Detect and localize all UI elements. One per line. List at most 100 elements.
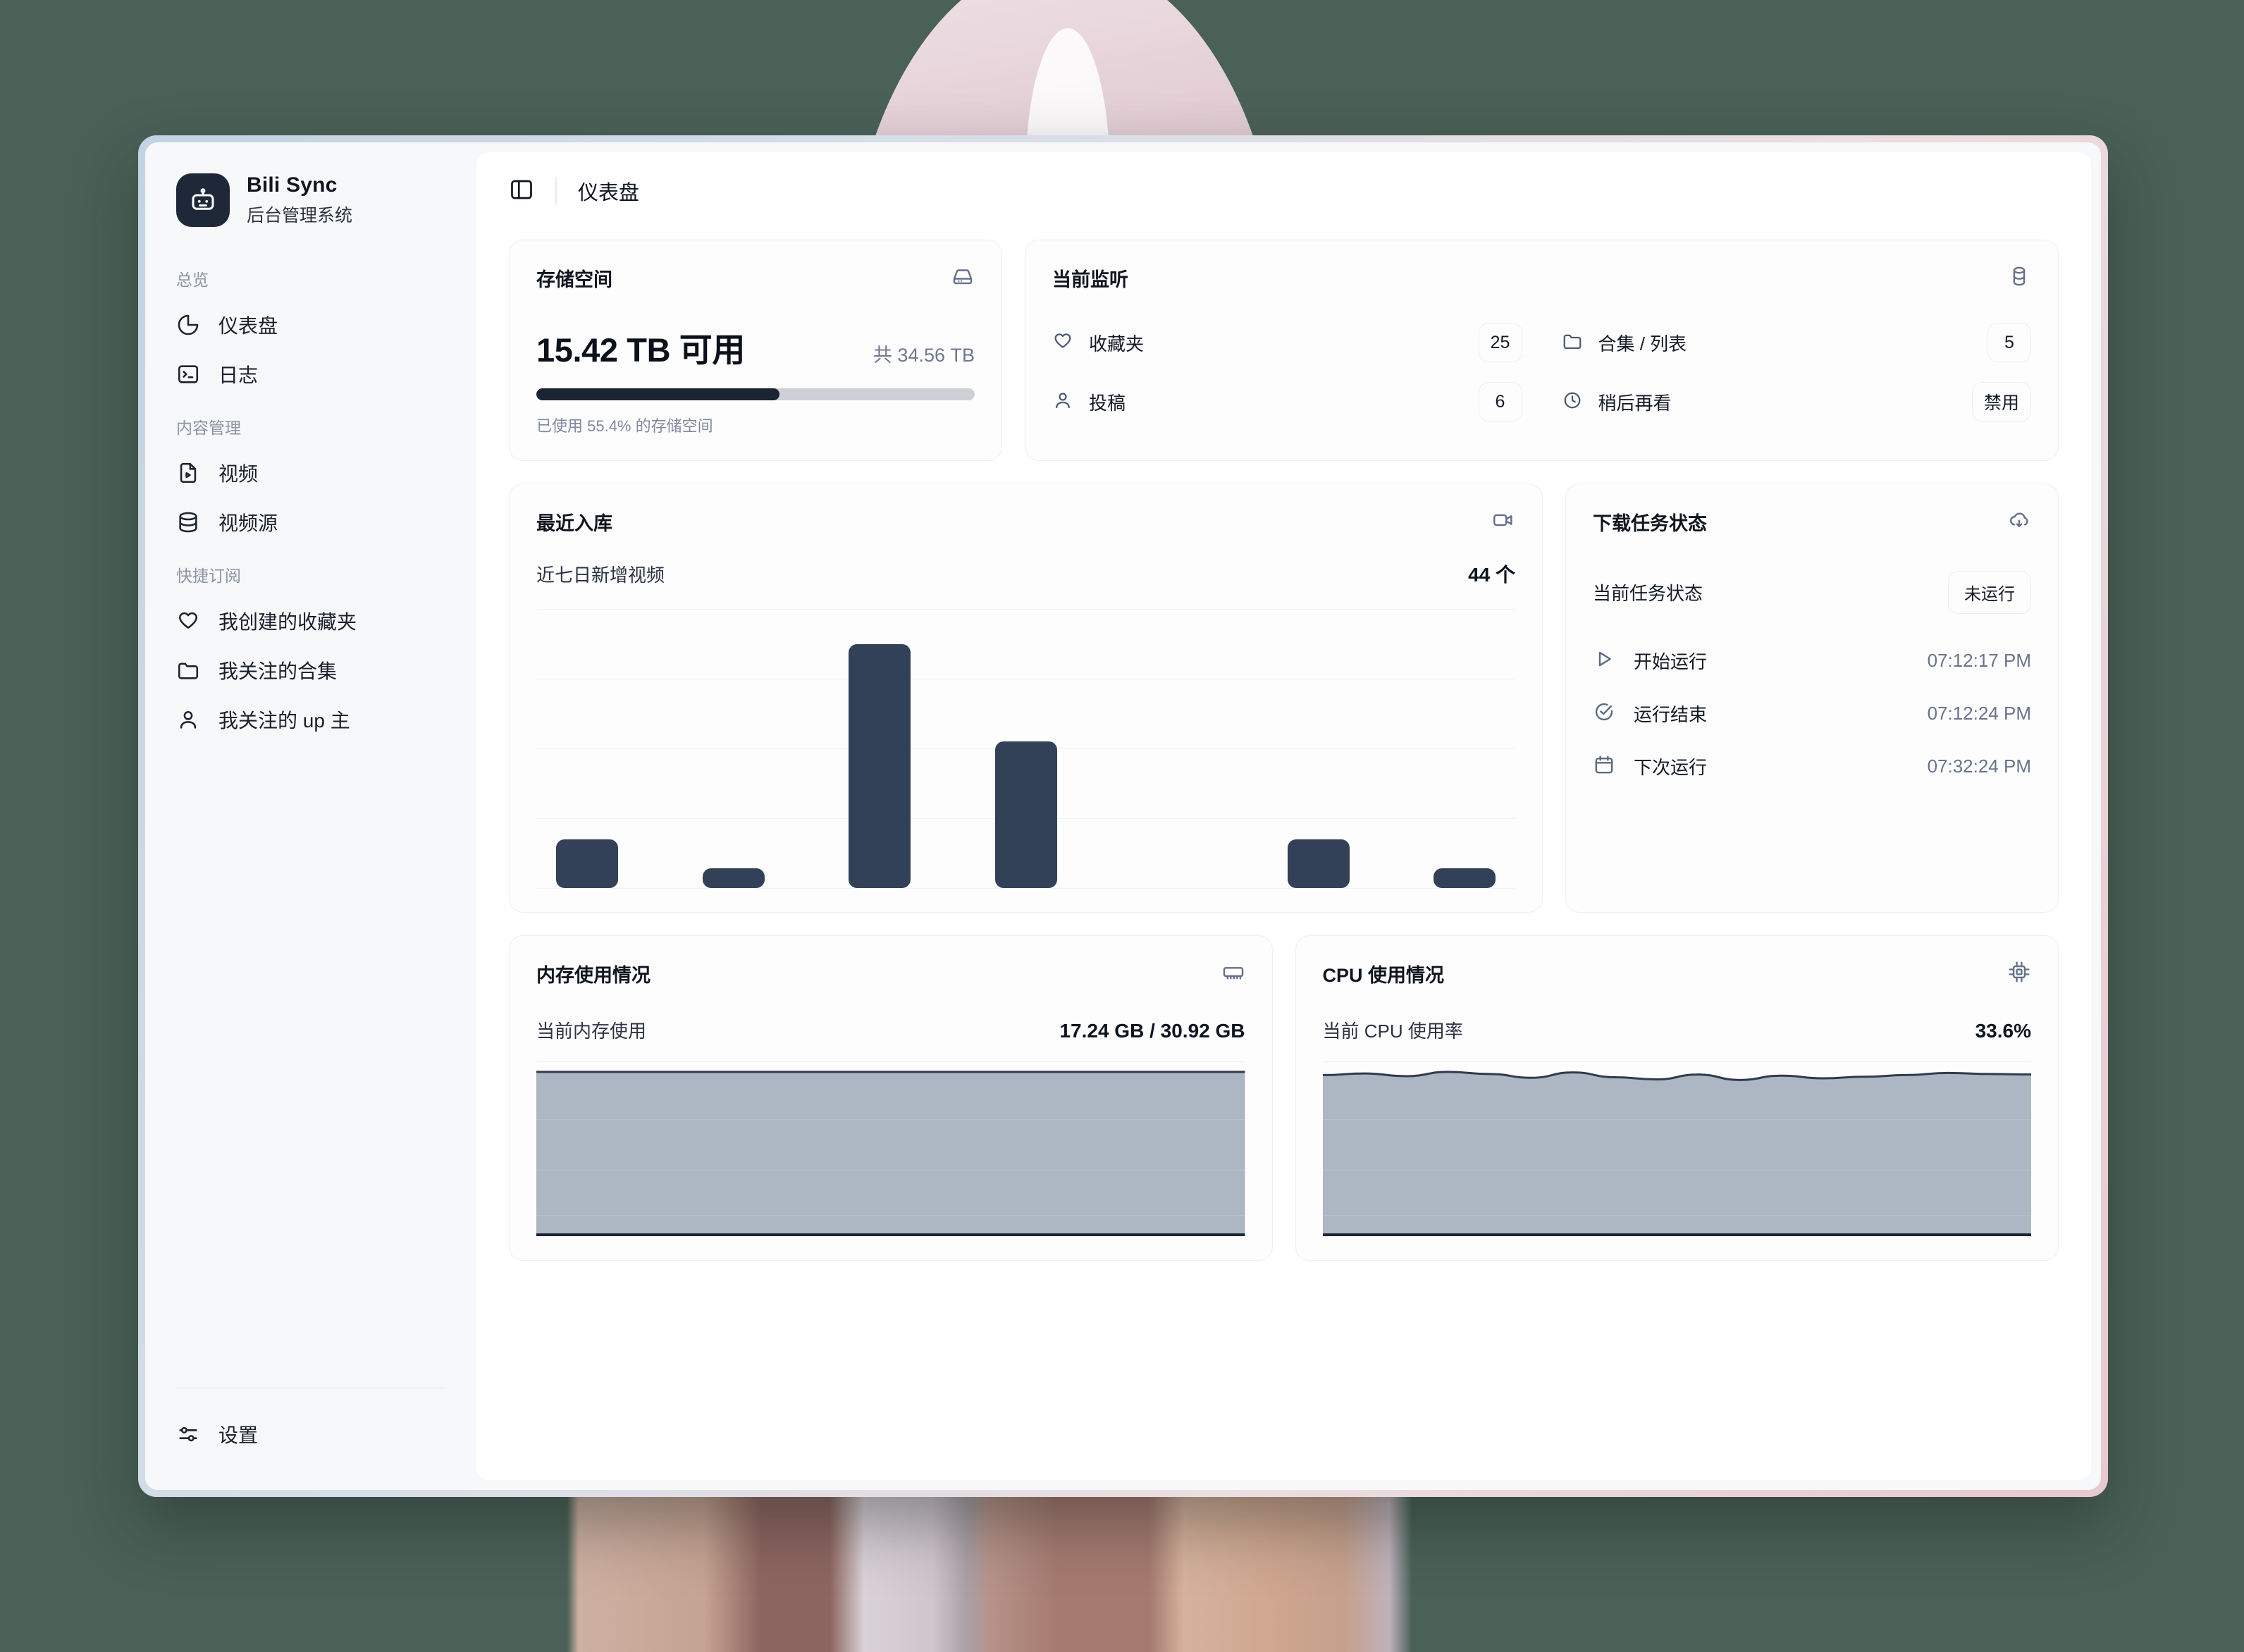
bar[interactable]	[556, 839, 618, 888]
sidebar-item-dashboard[interactable]: 仪表盘	[145, 300, 476, 350]
video-camera-icon	[1491, 508, 1515, 536]
storage-free-value: 15.42 TB 可用	[536, 331, 745, 369]
sidebar-footer: 设置	[145, 1388, 476, 1490]
topbar: 仪表盘	[476, 152, 2091, 230]
play-icon	[1593, 648, 1615, 674]
dashboard-row-1: 存储空间 15.42 TB 可用 共 34.56 TB 已使用 55.4% 的存…	[509, 240, 2059, 461]
dashboard-grid: 存储空间 15.42 TB 可用 共 34.56 TB 已使用 55.4% 的存…	[476, 230, 2091, 1307]
recent-chart-label: 近七日新增视频	[536, 565, 665, 586]
task-item-next: 下次运行 07:32:24 PM	[1593, 753, 2031, 779]
folder-icon	[1562, 331, 1583, 355]
check-circle-icon	[1593, 701, 1615, 727]
sidebar-spacer	[145, 744, 476, 1388]
monitor-item-favorites[interactable]: 收藏夹 25	[1052, 323, 1522, 362]
sidebar-item-label: 我关注的 up 主	[218, 710, 350, 732]
bar-slot	[849, 609, 911, 888]
bar-slot	[1141, 609, 1203, 888]
sidebar-item-logs[interactable]: 日志	[145, 350, 476, 399]
sidebar-item-followed-uploaders[interactable]: 我关注的 up 主	[145, 695, 476, 744]
monitor-item-watch-later[interactable]: 稍后再看 禁用	[1562, 382, 2031, 421]
memory-usage-card: 内存使用情况 当前内存使用 17.24 GB / 30.92 GB	[509, 935, 1273, 1261]
sidebar-item-label: 我关注的合集	[218, 660, 338, 682]
dashboard-row-3: 内存使用情况 当前内存使用 17.24 GB / 30.92 GB	[509, 935, 2059, 1261]
area-fill	[1322, 1071, 2031, 1236]
bar[interactable]	[1434, 868, 1496, 888]
gridline	[536, 609, 1515, 610]
bar-slot	[1287, 609, 1350, 888]
brand[interactable]: Bili Sync 后台管理系统	[145, 166, 476, 227]
monitor-card: 当前监听 收藏夹 2	[1025, 240, 2059, 461]
task-item-time: 07:12:24 PM	[1927, 703, 2031, 724]
monitor-item-count: 禁用	[1971, 382, 2031, 421]
task-item-start: 开始运行 07:12:17 PM	[1593, 648, 2031, 674]
bar-chart-bars	[536, 609, 1515, 888]
cpu-metric-label: 当前 CPU 使用率	[1322, 1021, 1463, 1042]
cpu-icon	[2007, 960, 2031, 987]
cpu-metric-value: 33.6%	[1975, 1020, 2031, 1042]
task-item-label: 开始运行	[1634, 651, 1708, 672]
monitor-item-count: 25	[1478, 323, 1522, 362]
task-card-title: 下载任务状态	[1593, 513, 1707, 534]
app-window: Bili Sync 后台管理系统 总览 仪表盘 日志 内容管理 视频	[138, 135, 2108, 1497]
monitor-item-label: 稍后再看	[1598, 392, 1672, 414]
database-icon	[176, 510, 200, 534]
cpu-usage-card: CPU 使用情况 当前 CPU 使用率 33.6%	[1295, 935, 2059, 1261]
monitor-item-label: 收藏夹	[1089, 333, 1145, 355]
monitor-item-collections[interactable]: 合集 / 列表 5	[1562, 323, 2031, 362]
task-item-time: 07:12:17 PM	[1927, 650, 2031, 671]
sidebar-item-video-sources[interactable]: 视频源	[145, 498, 476, 547]
sliders-icon	[176, 1422, 200, 1446]
task-status-badge: 未运行	[1948, 571, 2031, 614]
user-icon	[1052, 390, 1073, 414]
bar[interactable]	[1287, 839, 1350, 888]
recent-chart-total: 44 个	[1468, 564, 1515, 586]
bar-slot	[702, 609, 765, 888]
sidebar-item-label: 我创建的收藏夹	[218, 611, 357, 633]
hard-drive-icon	[951, 264, 975, 292]
storage-progress-fill	[536, 388, 779, 400]
file-video-icon	[176, 461, 200, 485]
sidebar-item-my-favorites[interactable]: 我创建的收藏夹	[145, 596, 476, 646]
monitor-item-label: 投稿	[1089, 392, 1126, 414]
memory-metric-label: 当前内存使用	[536, 1021, 647, 1042]
bar[interactable]	[994, 741, 1057, 888]
heart-icon	[1052, 331, 1073, 355]
cpu-area-chart	[1322, 1061, 2032, 1236]
sidebar: Bili Sync 后台管理系统 总览 仪表盘 日志 内容管理 视频	[145, 142, 476, 1490]
memory-stick-icon	[1221, 960, 1245, 987]
sidebar-item-videos[interactable]: 视频	[145, 448, 476, 498]
baseline	[536, 1233, 1245, 1236]
bar-slot	[994, 609, 1057, 888]
monitor-item-label: 合集 / 列表	[1598, 333, 1687, 355]
memory-area-chart	[536, 1061, 1245, 1236]
sidebar-section-content-label: 内容管理	[176, 419, 241, 437]
topbar-separator	[555, 177, 557, 205]
storage-total-value: 共 34.56 TB	[873, 345, 975, 366]
task-item-label: 运行结束	[1634, 704, 1708, 725]
sidebar-item-label: 设置	[218, 1424, 259, 1446]
clock-icon	[1562, 390, 1583, 414]
area-stroke	[1323, 1072, 2032, 1080]
pie-chart-icon	[176, 313, 200, 337]
brand-subtitle: 后台管理系统	[247, 206, 353, 226]
sidebar-section-overview-label: 总览	[176, 271, 209, 289]
main-content: 仪表盘 存储空间 15.42 TB 可用 共 34.56 TB	[476, 152, 2091, 1480]
recent-bar-chart	[536, 609, 1515, 889]
sidebar-item-label: 视频	[218, 463, 259, 485]
sidebar-item-followed-collections[interactable]: 我关注的合集	[145, 646, 476, 695]
heart-icon	[176, 609, 200, 633]
cpu-card-title: CPU 使用情况	[1322, 965, 1445, 986]
panel-left-icon[interactable]	[509, 177, 534, 206]
memory-card-title: 内存使用情况	[536, 965, 651, 986]
download-task-card: 下载任务状态 当前任务状态 未运行	[1565, 483, 2059, 913]
sidebar-item-settings[interactable]: 设置	[145, 1410, 476, 1459]
storage-progress-bar	[536, 388, 975, 400]
recent-imports-card: 最近入库 近七日新增视频 44 个	[509, 483, 1543, 913]
bar[interactable]	[849, 643, 911, 888]
storage-card-title: 存储空间	[536, 269, 612, 290]
monitor-item-submissions[interactable]: 投稿 6	[1052, 382, 1522, 421]
storage-card: 存储空间 15.42 TB 可用 共 34.56 TB 已使用 55.4% 的存…	[509, 240, 1002, 461]
task-item-end: 运行结束 07:12:24 PM	[1593, 701, 2031, 727]
gridline	[536, 888, 1515, 889]
bar[interactable]	[702, 868, 765, 888]
